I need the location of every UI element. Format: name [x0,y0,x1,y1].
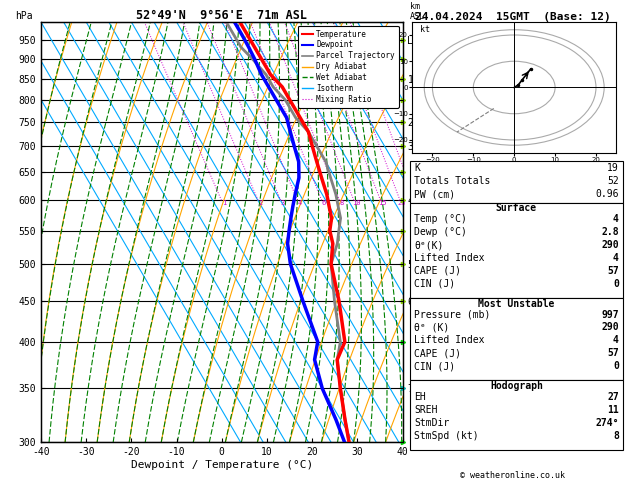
Text: 20: 20 [398,200,406,206]
Text: 10: 10 [352,200,360,206]
Text: 1: 1 [222,200,226,206]
Text: 19: 19 [607,163,619,174]
Text: Hodograph: Hodograph [490,381,543,391]
Text: © weatheronline.co.uk: © weatheronline.co.uk [460,471,565,480]
Text: K: K [414,163,420,174]
Text: 57: 57 [607,266,619,276]
X-axis label: Dewpoint / Temperature (°C): Dewpoint / Temperature (°C) [131,460,313,470]
Text: 0: 0 [613,278,619,289]
Text: kt: kt [420,25,430,35]
Text: 11: 11 [607,405,619,415]
Text: 6: 6 [322,200,326,206]
Text: 0: 0 [613,361,619,371]
Text: Dewp (°C): Dewp (°C) [414,227,467,237]
Text: Totals Totals: Totals Totals [414,176,490,186]
Text: 3: 3 [281,200,286,206]
Text: 0.96: 0.96 [596,189,619,199]
Text: StmDir: StmDir [414,418,449,428]
Text: 24.04.2024  15GMT  (Base: 12): 24.04.2024 15GMT (Base: 12) [415,12,611,22]
Text: Temp (°C): Temp (°C) [414,214,467,225]
Text: Pressure (mb): Pressure (mb) [414,310,490,320]
Text: CAPE (J): CAPE (J) [414,348,461,358]
Text: StmSpd (kt): StmSpd (kt) [414,431,479,441]
Text: Surface: Surface [496,203,537,213]
Text: 8: 8 [340,200,344,206]
Text: 4: 4 [613,253,619,263]
Text: Mixing Ratio (g/kg): Mixing Ratio (g/kg) [429,185,438,279]
Text: Most Unstable: Most Unstable [478,299,555,309]
Text: EH: EH [414,392,426,402]
Text: θᵉ(K): θᵉ(K) [414,240,443,250]
Legend: Temperature, Dewpoint, Parcel Trajectory, Dry Adiabat, Wet Adiabat, Isotherm, Mi: Temperature, Dewpoint, Parcel Trajectory… [298,26,399,108]
Text: 4: 4 [298,200,302,206]
Text: 57: 57 [607,348,619,358]
Text: 15: 15 [379,200,387,206]
Text: PW (cm): PW (cm) [414,189,455,199]
Text: CIN (J): CIN (J) [414,278,455,289]
Text: 27: 27 [607,392,619,402]
Text: CIN (J): CIN (J) [414,361,455,371]
Text: Lifted Index: Lifted Index [414,253,484,263]
Text: 2: 2 [259,200,263,206]
Text: CAPE (J): CAPE (J) [414,266,461,276]
Text: SREH: SREH [414,405,437,415]
Text: 4: 4 [613,335,619,346]
Text: 8: 8 [613,431,619,441]
Text: 52: 52 [607,176,619,186]
Text: 290: 290 [601,240,619,250]
Text: 997: 997 [601,310,619,320]
Text: km
ASL: km ASL [410,2,425,21]
Text: Lifted Index: Lifted Index [414,335,484,346]
Text: hPa: hPa [16,11,33,21]
Text: 290: 290 [601,323,619,332]
Text: 274°: 274° [596,418,619,428]
Text: 4: 4 [613,214,619,225]
Text: θᵉ (K): θᵉ (K) [414,323,449,332]
Text: 2.8: 2.8 [601,227,619,237]
Title: 52°49'N  9°56'E  71m ASL: 52°49'N 9°56'E 71m ASL [136,9,307,22]
